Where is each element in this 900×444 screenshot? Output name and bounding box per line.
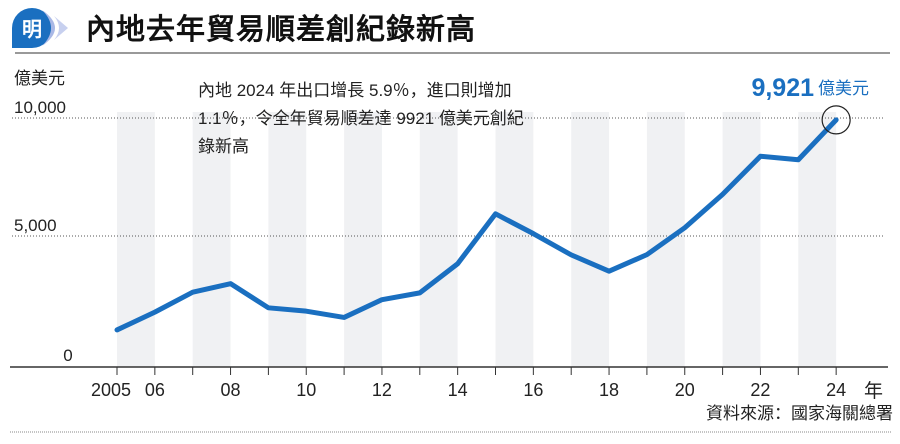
chart-title: 內地去年貿易順差創紀錄新高 [86, 12, 477, 46]
background-band [192, 112, 231, 367]
x-tick-label: 20 [675, 380, 695, 400]
x-tick-label: 08 [221, 380, 241, 400]
svg-text:錄新高: 錄新高 [198, 137, 249, 156]
x-tick-label: 18 [599, 380, 619, 400]
header-divider [15, 52, 890, 54]
y-tick-label: 10,000 [14, 98, 66, 117]
x-tick-label: 24 [826, 380, 846, 400]
series-line [114, 117, 839, 333]
source-note: 資料來源：國家海關總署 [706, 404, 893, 423]
background-band [268, 112, 307, 367]
x-tick-label: 14 [448, 380, 468, 400]
logo-icon: 明 [12, 8, 68, 48]
x-tick-label: 22 [750, 380, 770, 400]
background-band [495, 112, 534, 367]
x-axis-unit: 年 [864, 380, 883, 402]
background-band [722, 112, 761, 367]
background-band [419, 112, 458, 367]
x-tick-label: 2005 [91, 380, 131, 400]
highlight-unit: 億美元 [818, 79, 869, 98]
x-tick-label: 06 [145, 380, 165, 400]
y-axis-unit: 億美元 [14, 69, 65, 88]
background-band [344, 112, 382, 367]
svg-text:內地 2024 年出口增長 5.9％，進口則增加: 內地 2024 年出口增長 5.9％，進口則增加 [198, 81, 512, 100]
y-tick-label: 0 [63, 346, 72, 365]
highlight-circle [821, 105, 851, 135]
background-band [571, 112, 610, 367]
x-tick-label: 10 [296, 380, 316, 400]
x-tick-label: 12 [372, 380, 392, 400]
x-tick-label: 16 [523, 380, 543, 400]
highlight-value: 9,921 [751, 74, 814, 102]
y-tick-label: 5,000 [14, 216, 57, 235]
annotation-text: 內地 2024 年出口增長 5.9％，進口則增加 1.1％，令全年貿易順差達 9… [198, 81, 524, 156]
svg-text:明: 明 [22, 17, 42, 41]
svg-text:1.1％，令全年貿易順差達 9921 億美元創紀: 1.1％，令全年貿易順差達 9921 億美元創紀 [198, 109, 524, 128]
